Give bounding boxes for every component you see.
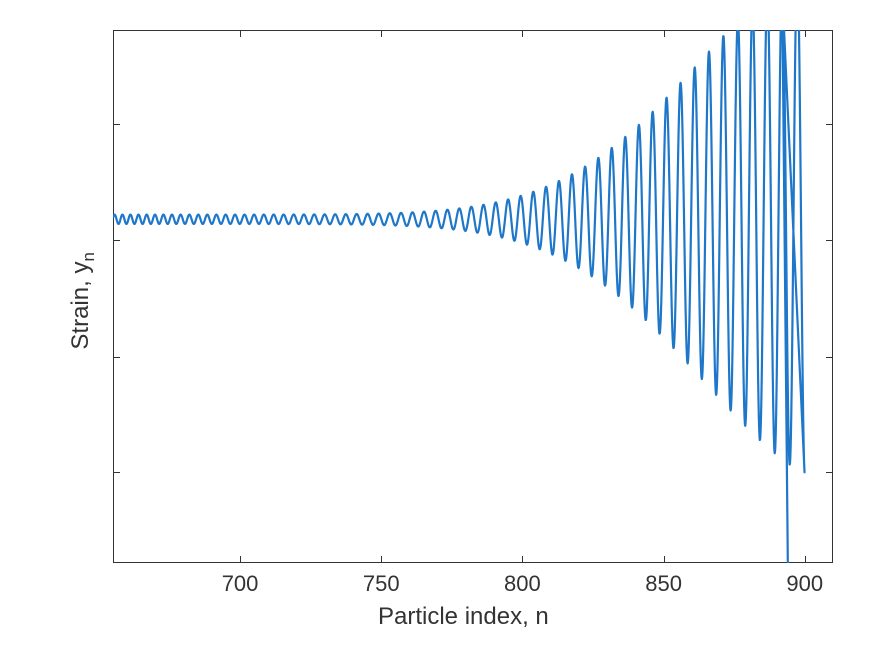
x-tick-mark [522,556,523,563]
y-tick-mark [826,357,833,358]
y-tick-mark [113,472,120,473]
x-tick-mark [664,556,665,563]
y-tick-mark [113,240,120,241]
x-tick-mark [381,556,382,563]
y-tick-mark [826,240,833,241]
x-tick-label: 750 [363,571,400,597]
chart-container: Strain, yn Particle index, n 70075080085… [0,0,872,651]
x-tick-mark [240,30,241,37]
x-tick-mark [381,30,382,37]
x-tick-mark [805,30,806,37]
y-tick-mark [826,124,833,125]
x-tick-mark [522,30,523,37]
y-tick-mark [826,472,833,473]
x-tick-mark [805,556,806,563]
y-tick-mark [113,124,120,125]
y-tick-mark [113,357,120,358]
x-tick-label: 700 [222,571,259,597]
x-tick-label: 900 [786,571,823,597]
x-tick-label: 800 [504,571,541,597]
x-tick-mark [240,556,241,563]
x-tick-mark [664,30,665,37]
strain-series [113,0,805,563]
x-tick-label: 850 [645,571,682,597]
strain-line-plot [0,0,872,651]
